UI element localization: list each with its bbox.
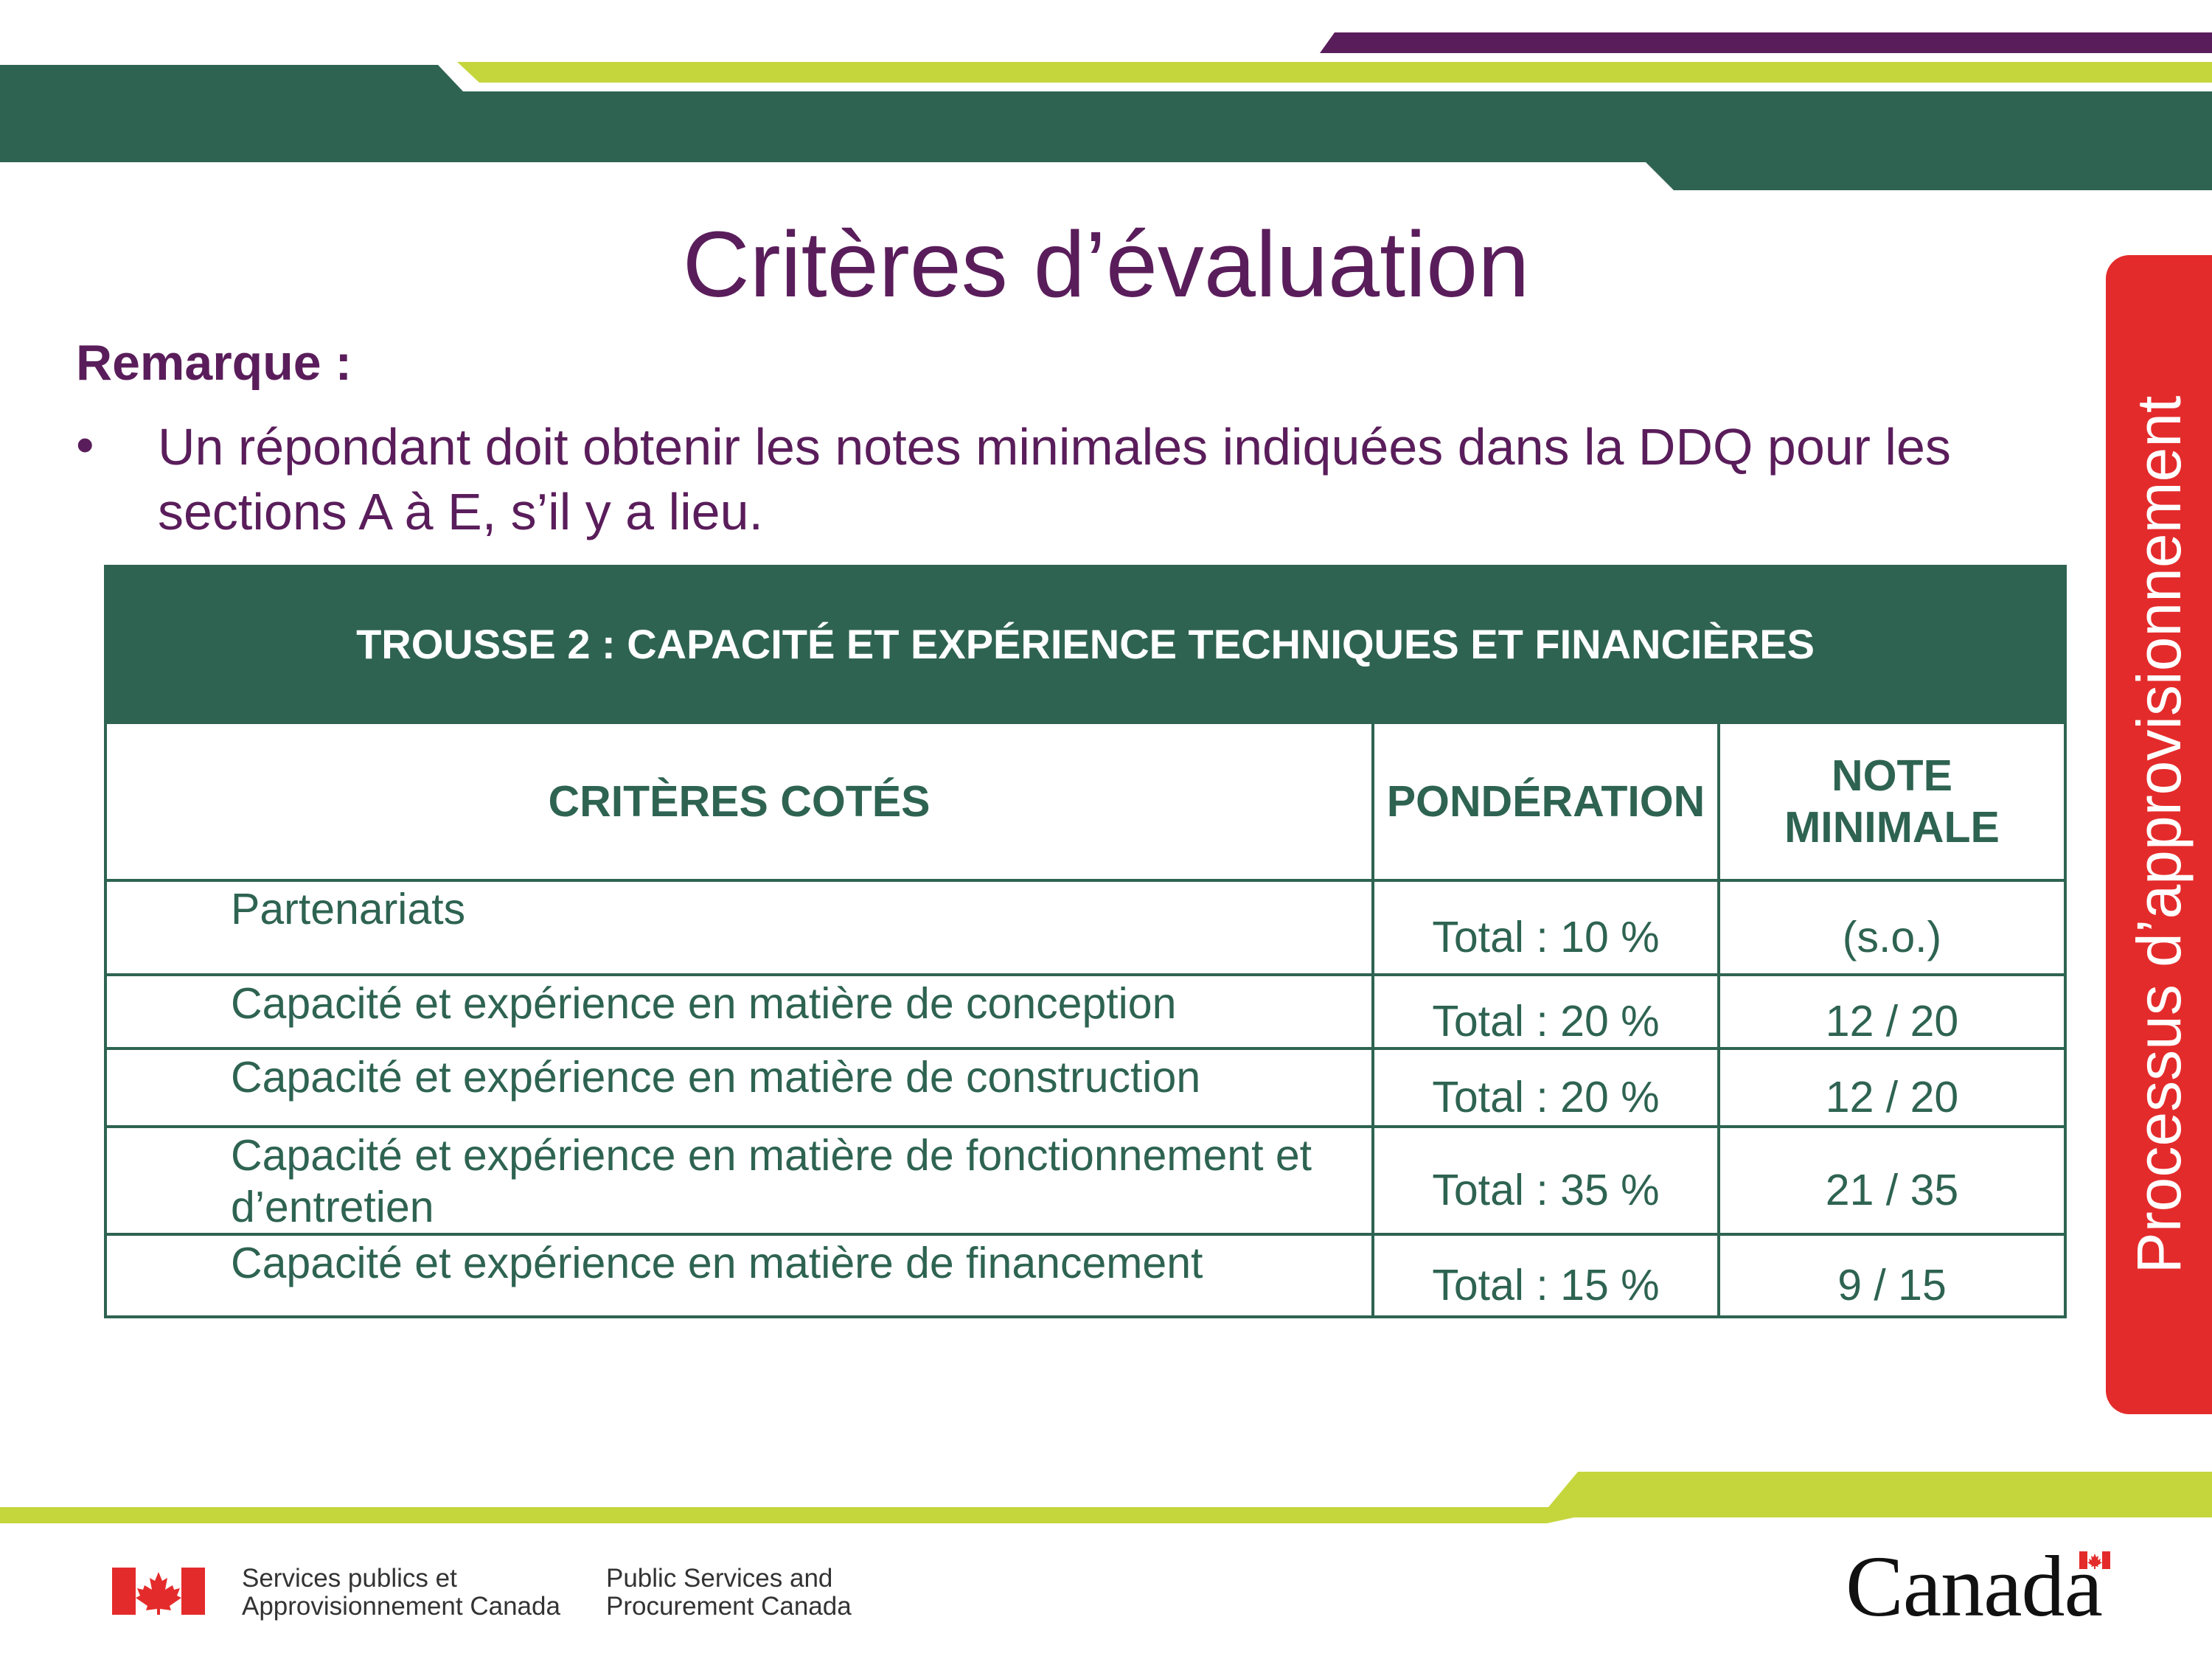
table-row: Partenariats Total : 10 % (s.o.) [104, 879, 2067, 976]
criterion-cell: Capacité et expérience en matière de con… [104, 1047, 1374, 1128]
canada-wordmark: Canada [1846, 1538, 2103, 1635]
table-row: Capacité et expérience en matière de con… [104, 973, 2067, 1050]
minimum-cell: 12 / 20 [1717, 973, 2067, 1050]
department-name-en: Public Services and Procurement Canada [606, 1564, 852, 1621]
wordmark-flag-icon [2079, 1551, 2110, 1569]
column-header-minimum: NOTE MINIMALE [1717, 721, 2067, 882]
bullet-marker: • [76, 416, 94, 473]
weight-cell: Total : 20 % [1371, 1047, 1720, 1128]
table-row: Capacité et expérience en matière de con… [104, 1047, 2067, 1128]
bullet-text: Un répondant doit obtenir les notes mini… [158, 418, 1951, 540]
minimum-cell: 9 / 15 [1717, 1233, 2067, 1318]
side-tab-label: Processus d’approvisionnement [2124, 395, 2194, 1274]
weight-cell: Total : 10 % [1371, 879, 1720, 976]
criterion-cell: Capacité et expérience en matière de con… [104, 973, 1374, 1050]
side-tab [2106, 255, 2212, 1414]
column-header-row: CRITÈRES COTÉS PONDÉRATION NOTE MINIMALE [104, 721, 2067, 882]
table-row: Capacité et expérience en matière de fon… [104, 1125, 2067, 1236]
minimum-cell: 12 / 20 [1717, 1047, 2067, 1128]
table-header-row: TROUSSE 2 : CAPACITÉ ET EXPÉRIENCE TECHN… [103, 565, 2067, 724]
criterion-cell: Capacité et expérience en matière de fin… [104, 1233, 1374, 1318]
criterion-cell: Partenariats [104, 879, 1374, 976]
minimum-cell: 21 / 35 [1717, 1125, 2067, 1236]
minimum-cell: (s.o.) [1717, 879, 2067, 976]
column-header-weight: PONDÉRATION [1371, 721, 1720, 882]
weight-cell: Total : 20 % [1371, 973, 1720, 1050]
table-row: Capacité et expérience en matière de fin… [104, 1233, 2067, 1318]
green-band [0, 65, 2212, 190]
evaluation-table: TROUSSE 2 : CAPACITÉ ET EXPÉRIENCE TECHN… [103, 565, 2067, 1318]
weight-cell: Total : 15 % [1371, 1233, 1720, 1318]
remark-label: Remarque : [76, 335, 352, 391]
lime-band [457, 62, 2212, 83]
column-header-criteria: CRITÈRES COTÉS [104, 721, 1374, 882]
header-bands [0, 32, 2212, 190]
purple-band [1320, 32, 2212, 53]
canada-flag-icon [112, 1568, 205, 1615]
footer-lime-band [0, 1472, 2212, 1523]
department-name-fr: Services publics et Approvisionnement Ca… [242, 1564, 560, 1621]
weight-cell: Total : 35 % [1371, 1125, 1720, 1236]
criterion-cell: Capacité et expérience en matière de fon… [104, 1125, 1374, 1236]
slide-title: Critères d’évaluation [682, 212, 1530, 316]
table-header: TROUSSE 2 : CAPACITÉ ET EXPÉRIENCE TECHN… [103, 565, 2067, 724]
